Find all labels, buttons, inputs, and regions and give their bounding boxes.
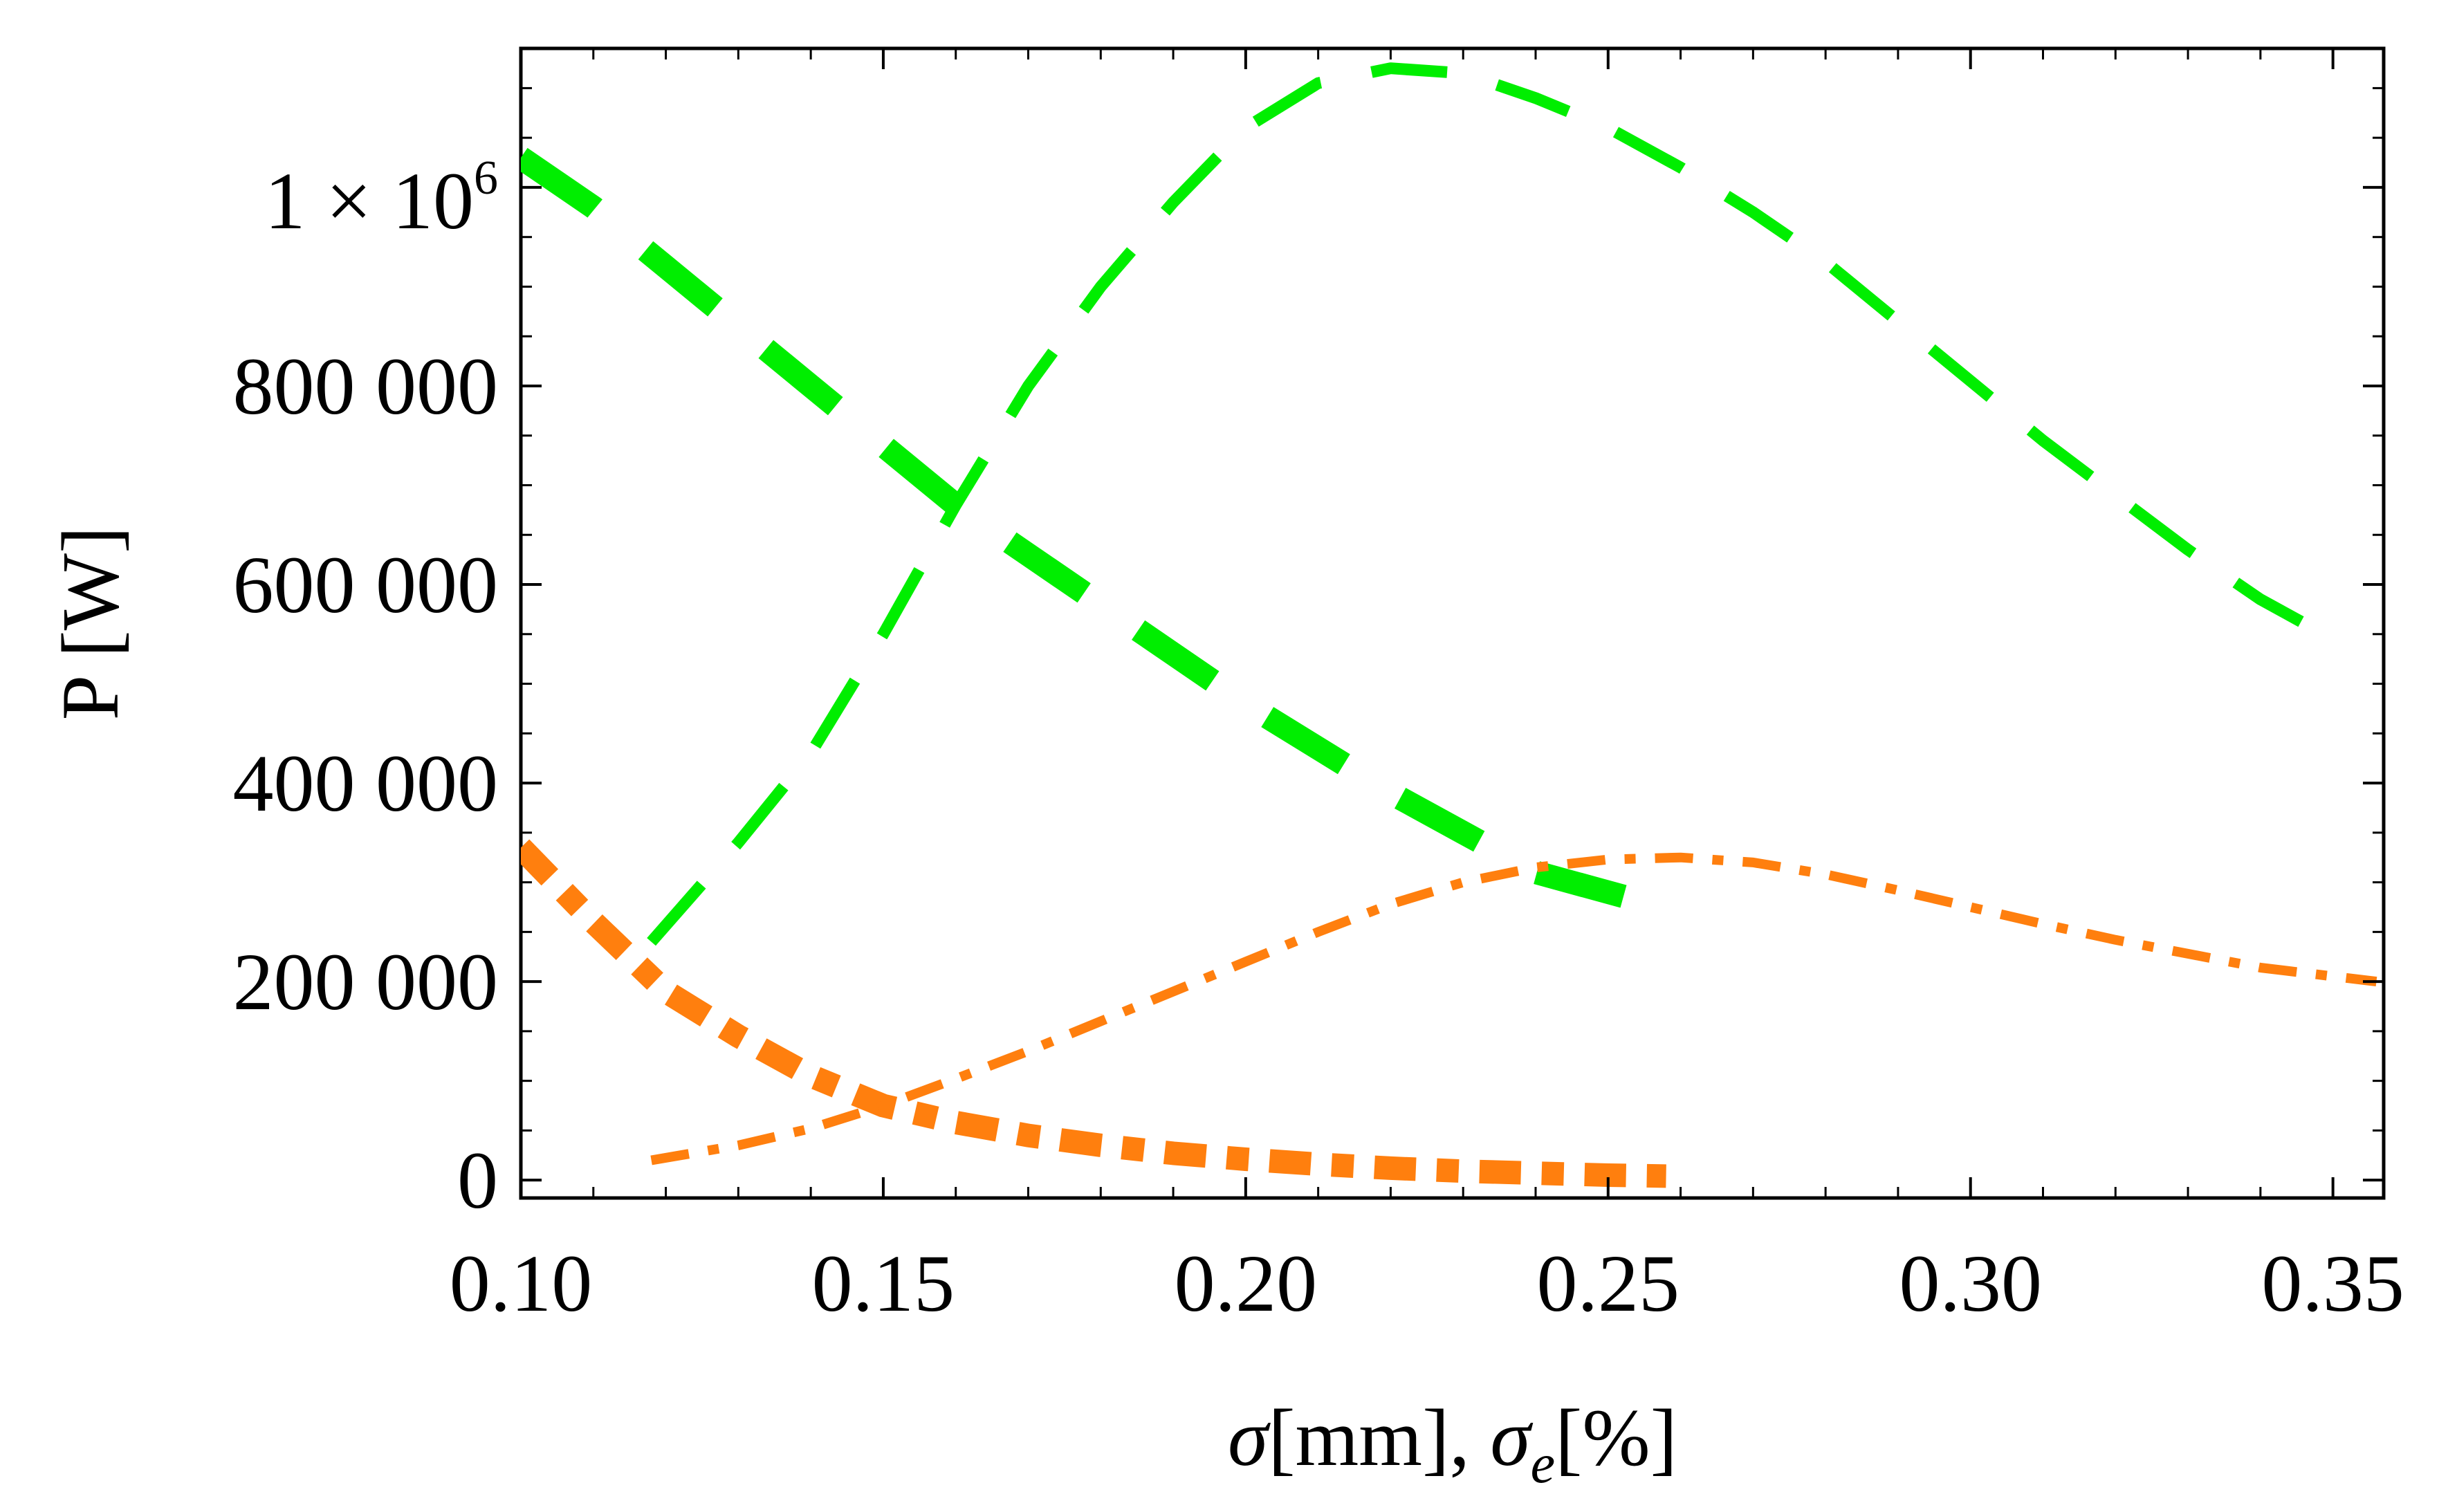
plot-frame	[519, 46, 2386, 1200]
series-line-orange-thick-dashdot	[521, 839, 1666, 1188]
y-tick-label: 0	[457, 1135, 498, 1226]
y-tick-label: 600 000	[233, 540, 499, 630]
x-tick-label: 0.10	[450, 1238, 593, 1329]
y-tick-label: 800 000	[233, 341, 499, 432]
x-tick-label: 0.25	[1537, 1238, 1680, 1329]
series-line-orange-thin-dashdot	[650, 852, 2377, 1165]
y-axis-title: P [W]	[45, 526, 136, 721]
x-axis-title-unit-percent: [%]	[1555, 1392, 1677, 1483]
x-tick-label: 0.15	[812, 1238, 955, 1329]
y-tick-label: 200 000	[233, 937, 499, 1027]
series-line-green-thin-dashed	[647, 62, 2336, 946]
x-axis-title: σ[mm], σe[%]	[1228, 1392, 1677, 1495]
y-axis-top-tick-label-base: 1 × 10	[264, 156, 474, 246]
series-layer	[521, 62, 2377, 1188]
y-tick-label: 400 000	[233, 738, 499, 829]
tick-labels-layer: 0.10 0.15 0.20 0.25 0.30 0.35 0 200 000 400 000 6…	[233, 341, 2404, 1329]
ticks-layer	[519, 48, 2384, 1198]
x-axis-title-subscript-e: e	[1531, 1434, 1556, 1495]
x-tick-label: 0.35	[2261, 1238, 2404, 1329]
y-axis-top-tick-label: 1 × 106	[264, 151, 498, 246]
x-axis-title-sigma-e: σ	[1490, 1392, 1533, 1483]
x-tick-label: 0.30	[1899, 1238, 2042, 1329]
x-axis-title-sigma: σ	[1228, 1392, 1271, 1483]
y-axis-top-tick-label-exponent: 6	[474, 151, 498, 205]
series-line-green-thick-dashed	[521, 147, 1648, 914]
x-axis-title-unit-mm: [mm],	[1268, 1392, 1490, 1483]
x-tick-label: 0.20	[1175, 1238, 1318, 1329]
